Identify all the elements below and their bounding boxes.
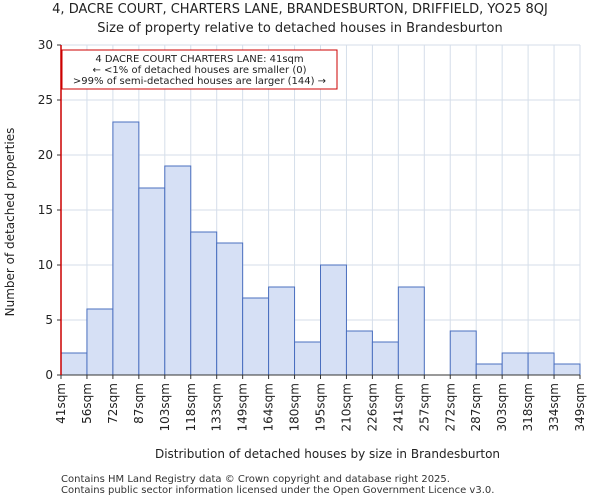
histogram-bar	[501, 352, 529, 376]
histogram-bar	[371, 341, 399, 376]
y-tick-label: 20	[38, 148, 53, 162]
x-tick-label: 103sqm	[158, 383, 172, 431]
y-tick-label: 30	[38, 38, 53, 52]
x-tick-label: 133sqm	[210, 383, 224, 431]
annotation-box	[61, 49, 338, 90]
x-tick-label: 287sqm	[469, 383, 483, 431]
x-tick-label: 118sqm	[184, 383, 198, 431]
annotation-text: ← <1% of detached houses are smaller (0)	[93, 65, 307, 76]
chart-subtitle: Size of property relative to detached ho…	[97, 21, 503, 36]
histogram-bar	[527, 352, 555, 376]
histogram-bar	[86, 308, 114, 376]
histogram-bar	[268, 286, 296, 376]
annotation-text: >99% of semi-detached houses are larger …	[73, 76, 326, 87]
histogram-bar	[553, 363, 581, 376]
y-tick-label: 0	[45, 368, 53, 382]
histogram-bar	[397, 286, 425, 376]
x-axis-title: Distribution of detached houses by size …	[155, 447, 500, 461]
x-tick-label: 41sqm	[54, 383, 68, 424]
histogram-bar	[345, 330, 373, 376]
x-tick-label: 318sqm	[521, 383, 535, 431]
x-tick-label: 241sqm	[391, 383, 405, 431]
histogram-bar	[190, 231, 218, 376]
histogram-bar	[138, 187, 166, 376]
footer-licence: Contains public sector information licen…	[61, 485, 495, 496]
x-tick-label: 180sqm	[288, 383, 302, 431]
x-tick-label: 195sqm	[314, 383, 328, 431]
histogram-bar	[475, 363, 503, 376]
x-tick-label: 72sqm	[106, 383, 120, 424]
histogram-bar	[294, 341, 321, 376]
x-tick-label: 226sqm	[365, 383, 379, 431]
histogram-bar	[320, 264, 347, 376]
y-tick-label: 15	[38, 203, 53, 217]
x-tick-label: 149sqm	[236, 383, 250, 431]
x-tick-label: 272sqm	[443, 383, 457, 431]
x-tick-label: 257sqm	[417, 383, 431, 431]
x-tick-label: 210sqm	[339, 383, 353, 431]
footer-copyright: Contains HM Land Registry data © Crown c…	[61, 474, 450, 485]
x-tick-label: 334sqm	[547, 383, 561, 431]
y-tick-label: 25	[38, 93, 53, 107]
x-tick-label: 303sqm	[495, 383, 509, 431]
histogram-bar	[449, 330, 477, 376]
histogram-bar	[216, 242, 244, 376]
histogram-bar	[164, 165, 192, 376]
x-tick-label: 56sqm	[80, 383, 94, 424]
y-tick-label: 10	[38, 258, 53, 272]
histogram-bar	[112, 121, 140, 376]
histogram-bar	[242, 297, 270, 376]
x-tick-label: 349sqm	[573, 383, 587, 431]
y-axis-title: Number of detached properties	[3, 128, 17, 317]
annotation-text: 4 DACRE COURT CHARTERS LANE: 41sqm	[95, 54, 303, 65]
histogram-bar	[60, 352, 88, 376]
x-tick-label: 164sqm	[262, 383, 276, 431]
chart-title: 4, DACRE COURT, CHARTERS LANE, BRANDESBU…	[52, 2, 548, 17]
y-tick-label: 5	[45, 313, 53, 327]
x-tick-label: 87sqm	[132, 383, 146, 424]
